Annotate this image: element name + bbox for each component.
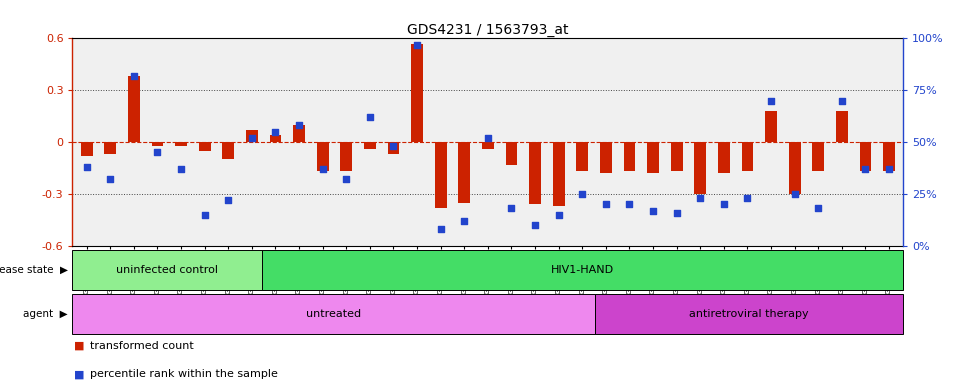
Point [598,201,613,207]
Bar [222,142,234,159]
Point [102,176,118,182]
Bar [81,142,93,156]
Point [480,135,496,141]
Point [622,201,638,207]
Bar [765,111,777,142]
Bar [152,142,163,146]
Bar [812,142,824,171]
Point [716,201,731,207]
Bar [458,142,470,203]
Text: disease state  ▶: disease state ▶ [0,265,68,275]
Bar [175,142,186,146]
Point [503,205,519,212]
Bar [600,142,611,173]
Bar [860,142,871,171]
Text: transformed count: transformed count [90,341,193,351]
Bar [883,142,895,171]
Point [197,212,213,218]
Point [362,114,378,120]
Point [457,218,472,224]
Point [79,164,95,170]
Bar [387,142,399,154]
Bar [836,111,848,142]
Text: ■: ■ [74,369,85,379]
Bar [340,142,353,171]
Bar [505,142,518,164]
Text: HIV1-HAND: HIV1-HAND [552,265,614,275]
Point [220,197,236,203]
Bar [263,250,903,290]
Bar [553,142,564,206]
Bar [789,142,801,194]
Bar [529,142,541,204]
Point [527,222,543,228]
Bar [72,294,595,334]
Point [834,98,849,104]
Text: ■: ■ [74,341,85,351]
Point [433,226,448,232]
Point [150,149,165,156]
Point [268,129,283,135]
Point [315,166,330,172]
Point [763,98,779,104]
Point [787,191,803,197]
Point [292,122,307,129]
Point [881,166,896,172]
Bar [104,142,116,154]
Bar [623,142,636,171]
Point [575,191,590,197]
Bar [412,44,423,142]
Bar [595,294,903,334]
Bar [482,142,494,149]
Point [551,212,566,218]
Bar [72,250,263,290]
Bar [577,142,588,171]
Point [810,205,826,212]
Bar [647,142,659,173]
Bar [718,142,729,173]
Point [338,176,354,182]
Point [858,166,873,172]
Bar [293,125,305,142]
Bar [670,142,683,171]
Bar [435,142,446,208]
Text: agent  ▶: agent ▶ [23,309,68,319]
Point [668,210,684,216]
Point [410,41,425,48]
Text: untreated: untreated [306,309,361,319]
Bar [742,142,753,171]
Point [244,135,260,141]
Point [385,143,401,149]
Bar [317,142,328,171]
Point [127,73,142,79]
Text: percentile rank within the sample: percentile rank within the sample [90,369,277,379]
Point [173,166,188,172]
Point [645,207,661,214]
Title: GDS4231 / 1563793_at: GDS4231 / 1563793_at [407,23,569,37]
Bar [695,142,706,194]
Bar [199,142,211,151]
Point [693,195,708,201]
Text: uninfected control: uninfected control [116,265,218,275]
Bar [128,76,140,142]
Bar [246,130,258,142]
Bar [364,142,376,149]
Point [740,195,755,201]
Text: antiretroviral therapy: antiretroviral therapy [689,309,809,319]
Bar [270,135,281,142]
